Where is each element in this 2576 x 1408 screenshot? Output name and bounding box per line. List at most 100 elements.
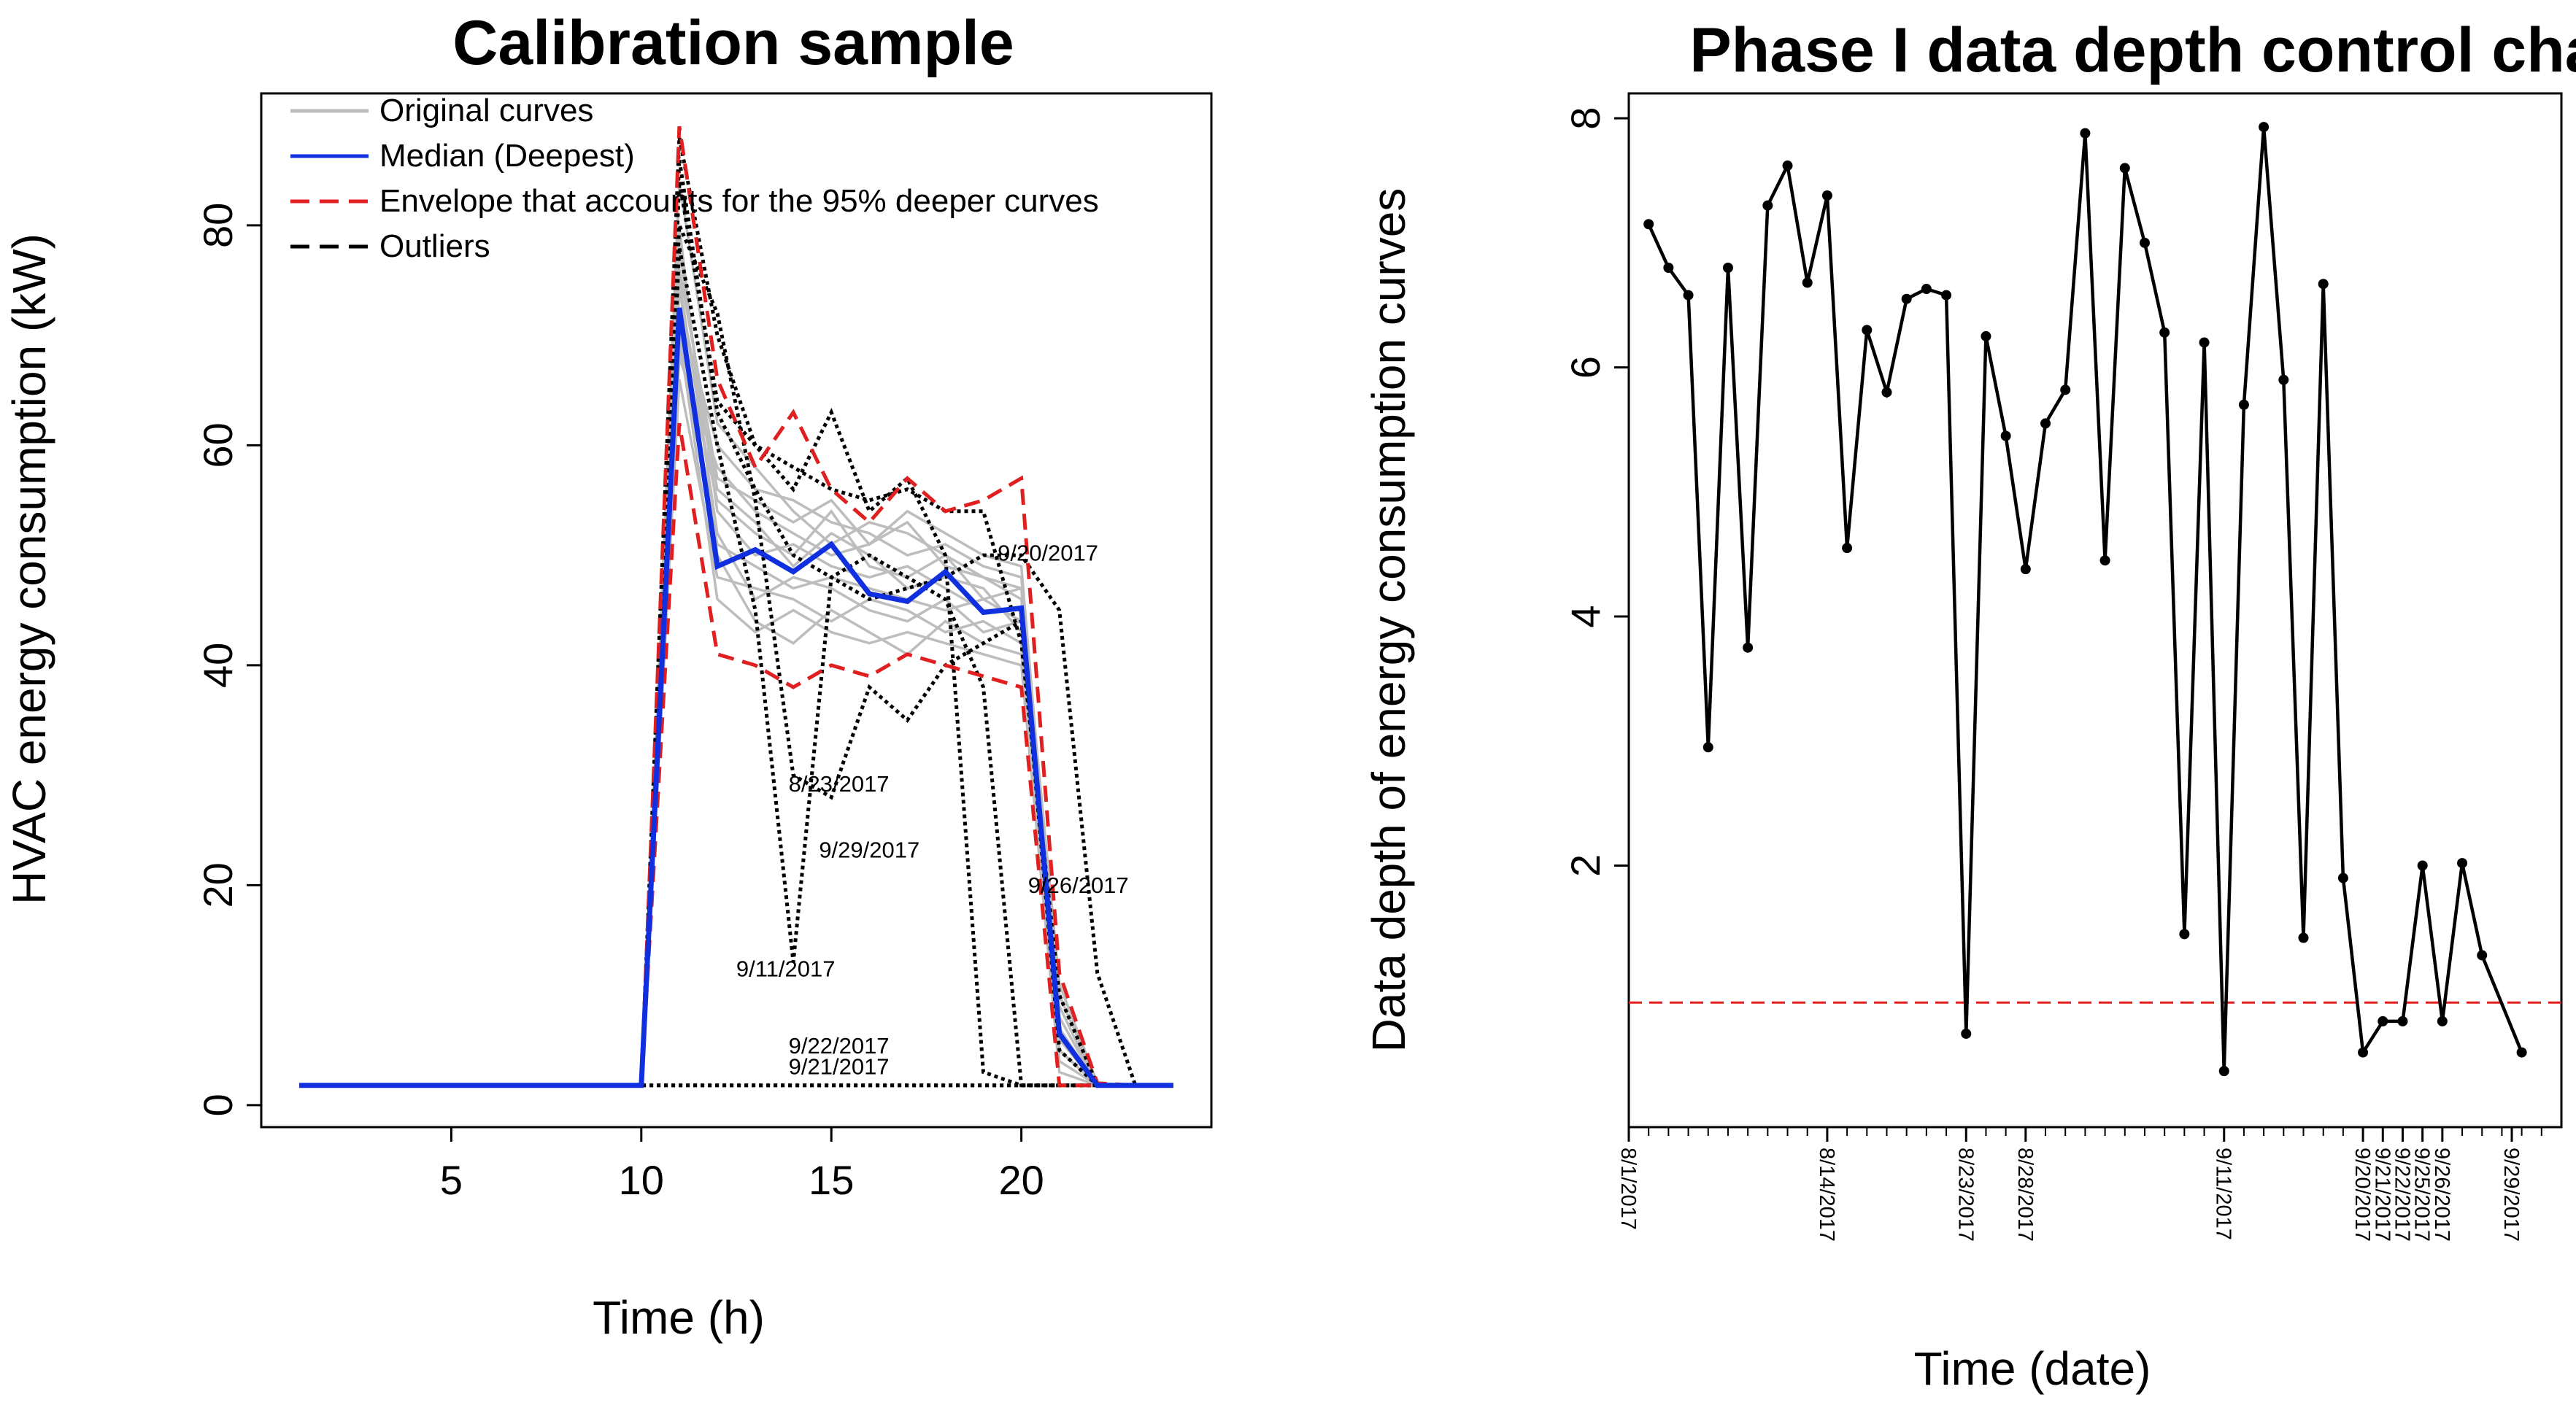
right-chart-title: Phase I data depth control chart xyxy=(1689,15,2576,85)
depth-point xyxy=(1702,742,1713,753)
legend-label-envelope: Envelope that accounts for the 95% deepe… xyxy=(379,183,1099,219)
depth-point xyxy=(2477,950,2488,961)
depth-point xyxy=(2337,873,2348,883)
right-x-date-label: 9/21/2017 xyxy=(2370,1148,2394,1242)
left-y-tick-label: 40 xyxy=(195,643,241,688)
left-y-tick-label: 0 xyxy=(195,1094,241,1116)
outlier-curve xyxy=(299,159,1173,1088)
right-x-date-label: 9/25/2017 xyxy=(2410,1148,2434,1242)
depth-point xyxy=(2218,1066,2229,1077)
depth-point xyxy=(2199,337,2210,348)
outlier-label: 9/21/2017 xyxy=(789,1054,890,1080)
outlier-label: 9/29/2017 xyxy=(819,838,919,863)
left-plot-frame xyxy=(260,92,1213,1129)
left-y-tick-label: 20 xyxy=(195,862,241,908)
legend-label-outliers: Outliers xyxy=(379,228,490,264)
depth-point xyxy=(1782,160,1793,171)
legend-label-median: Median (Deepest) xyxy=(379,138,635,174)
depth-point xyxy=(1663,263,1674,274)
right-plot-area: 2 4 6 8 8/1/2017 8/14/2017 8/23/2017 8/28/2017 9… xyxy=(1562,92,2563,1242)
right-y-tick-label: 4 xyxy=(1562,605,1608,627)
right-y-tick-label: 8 xyxy=(1562,107,1608,130)
envelope-upper xyxy=(299,125,1173,1088)
left-chart-title: Calibration sample xyxy=(452,8,1014,78)
original-curve xyxy=(299,181,1173,1087)
depth-point xyxy=(2278,374,2289,385)
right-y-tick-label: 2 xyxy=(1562,854,1608,877)
depth-point xyxy=(2298,932,2309,943)
right-x-date-label: 8/14/2017 xyxy=(1815,1148,1838,1242)
depth-point xyxy=(1821,190,1832,201)
left-y-axis-label: HVAC energy consumption (kW) xyxy=(3,233,55,905)
depth-point xyxy=(1862,325,1873,336)
legend-label-original: Original curves xyxy=(379,93,593,128)
median-curve xyxy=(299,307,1173,1088)
depth-point xyxy=(1901,293,1912,304)
outlier-curve xyxy=(299,181,1173,1088)
depth-point xyxy=(2179,929,2190,940)
depth-point xyxy=(2080,128,2091,139)
left-plot-area: 5 10 15 20 0 20 40 60 80 9/20/2017 8/23/2017 9/29/2… xyxy=(195,92,1213,1203)
depth-point xyxy=(1881,387,1892,398)
depth-point xyxy=(1981,330,1991,341)
depth-point xyxy=(2378,1016,2388,1026)
depth-point xyxy=(2159,327,2170,338)
outlier-label: 8/23/2017 xyxy=(789,771,890,797)
left-x-tick-label: 5 xyxy=(440,1157,463,1203)
depth-point xyxy=(1921,284,1932,295)
depth-point xyxy=(1961,1028,1972,1039)
depth-point xyxy=(2358,1047,2369,1058)
depth-point xyxy=(1802,277,1813,288)
depth-point xyxy=(2457,858,2468,869)
left-x-axis-label: Time (h) xyxy=(593,1291,765,1344)
depth-point xyxy=(2020,564,2031,575)
right-x-date-label: 9/11/2017 xyxy=(2212,1148,2235,1240)
control-chart-panel: Phase I data depth control chart Time (d… xyxy=(1362,15,2576,1395)
right-x-date-label: 8/28/2017 xyxy=(2013,1148,2037,1242)
depth-point xyxy=(1722,263,1733,274)
right-x-date-label: 9/26/2017 xyxy=(2430,1148,2453,1242)
depth-point xyxy=(1643,219,1654,230)
left-y-tick-label: 60 xyxy=(195,422,241,468)
right-x-date-label: 8/23/2017 xyxy=(1954,1148,1977,1242)
right-x-date-label: 9/20/2017 xyxy=(2351,1148,2374,1242)
outlier-label: 9/20/2017 xyxy=(998,541,1098,566)
right-y-axis-label: Data depth of energy consumption curves xyxy=(1362,188,1415,1053)
depth-point xyxy=(2417,860,2428,871)
right-x-axis-label: Time (date) xyxy=(1914,1342,2151,1395)
calibration-panel: Calibration sample Time (h) HVAC energy … xyxy=(3,8,1213,1344)
left-x-tick-label: 20 xyxy=(998,1157,1044,1203)
outlier-curve xyxy=(299,247,1173,1088)
right-plot-frame xyxy=(1627,92,2563,1129)
depth-point xyxy=(2259,122,2270,133)
depth-point xyxy=(1762,200,1773,211)
outlier-label: 9/22/2017 xyxy=(789,1033,890,1059)
left-y-tick-label: 80 xyxy=(195,203,241,248)
outlier-label: 9/11/2017 xyxy=(736,956,836,981)
left-x-tick-label: 15 xyxy=(809,1157,854,1203)
depth-point xyxy=(2397,1016,2408,1026)
depth-series-line xyxy=(1647,126,2523,1072)
depth-point xyxy=(1743,642,1754,653)
depth-point xyxy=(2516,1047,2527,1058)
right-y-tick-label: 6 xyxy=(1562,356,1608,379)
depth-point xyxy=(2437,1016,2448,1026)
depth-point xyxy=(1941,290,1952,301)
right-x-date-label: 9/29/2017 xyxy=(2499,1148,2523,1242)
outlier-curve xyxy=(299,136,1173,1088)
depth-point xyxy=(1683,290,1694,301)
depth-point xyxy=(2060,384,2071,395)
outlier-label: 9/26/2017 xyxy=(1028,873,1129,898)
depth-point xyxy=(2040,418,2051,429)
left-legend: Original curves Median (Deepest) Envelop… xyxy=(290,93,1099,264)
left-x-tick-label: 10 xyxy=(619,1157,664,1203)
right-x-date-label: 9/22/2017 xyxy=(2390,1148,2413,1242)
depth-point xyxy=(2099,555,2110,566)
right-x-date-label: 8/1/2017 xyxy=(1616,1148,1640,1230)
depth-point xyxy=(2119,163,2130,174)
depth-point xyxy=(2000,430,2011,441)
depth-point xyxy=(1842,543,1853,554)
depth-point xyxy=(2139,237,2150,248)
depth-point xyxy=(2238,399,2249,410)
